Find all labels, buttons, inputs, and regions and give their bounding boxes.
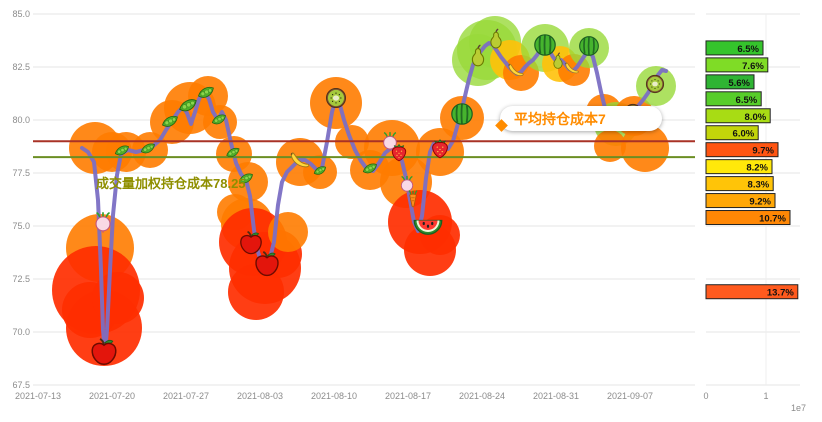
- distribution-bar-label: 8.2%: [746, 163, 768, 174]
- vwap-cost-label: 成交量加权持仓成本78.25: [96, 176, 246, 191]
- x-axis-date-label: 2021-09-07: [607, 391, 653, 401]
- distribution-bar-label: 9.7%: [752, 146, 774, 157]
- distribution-bar-label: 6.5%: [737, 44, 759, 55]
- y-axis-label: 77.5: [12, 168, 30, 178]
- distribution-bar-label: 13.7%: [767, 288, 794, 299]
- x-axis-date-label: 2021-08-24: [459, 391, 505, 401]
- distribution-bar-label: 7.6%: [742, 61, 764, 72]
- distribution-bar-label: 6.5%: [736, 95, 758, 106]
- distribution-bar: [705, 108, 771, 124]
- avg-cost-tooltip: 平均持仓成本7: [495, 106, 662, 132]
- x-axis-date-label: 2021-08-17: [385, 391, 431, 401]
- distribution-bar: [705, 40, 764, 56]
- x-axis-date-label: 2021-07-27: [163, 391, 209, 401]
- kiwi-icon: [645, 74, 665, 94]
- x-axis-date-label: 2021-07-20: [89, 391, 135, 401]
- distribution-bar: [705, 125, 759, 141]
- dist-axis-tick: 0: [703, 391, 708, 401]
- y-axis-label: 80.0: [12, 115, 30, 125]
- volume-bubble: [92, 272, 144, 324]
- distribution-bar: [705, 193, 776, 209]
- distribution-bar: [705, 74, 755, 90]
- y-axis-label: 67.5: [12, 380, 30, 390]
- distribution-bar-label: 8.0%: [745, 112, 767, 123]
- dist-axis-tick: 1: [763, 391, 768, 401]
- distribution-bar-label: 6.0%: [733, 129, 755, 140]
- distribution-bar: [705, 159, 773, 175]
- distribution-bar: [705, 57, 769, 73]
- y-axis-label: 70.0: [12, 327, 30, 337]
- volume-bubble: [621, 124, 669, 172]
- x-axis-date-label: 2021-08-10: [311, 391, 357, 401]
- y-axis-label: 82.5: [12, 62, 30, 72]
- price-line: [80, 41, 668, 354]
- y-axis-label: 75.0: [12, 221, 30, 231]
- watermelon-icon: [578, 35, 600, 57]
- y-axis-label: 72.5: [12, 274, 30, 284]
- distribution-bar-label: 8.3%: [748, 180, 770, 191]
- kiwi-icon: [326, 88, 346, 108]
- distribution-bar: [705, 91, 762, 107]
- avg-cost-label: 平均持仓成本7: [514, 110, 606, 127]
- distribution-bar: [705, 210, 791, 226]
- distribution-bar-label: 5.6%: [728, 78, 750, 89]
- distribution-bar-label: 10.7%: [759, 214, 786, 225]
- x-axis-date-label: 2021-08-31: [533, 391, 579, 401]
- volume-bubble: [594, 130, 626, 162]
- x-axis-date-label: 2021-07-13: [15, 391, 61, 401]
- distribution-bar-label: 9.2%: [749, 197, 771, 208]
- watermelon-icon: [533, 33, 557, 57]
- x-axis-date-label: 2021-08-03: [237, 391, 283, 401]
- distribution-bar: [705, 176, 774, 192]
- dist-axis-unit: 1e7: [791, 403, 806, 413]
- distribution-bar: [705, 142, 779, 158]
- volume-bubble: [228, 264, 284, 320]
- y-axis-label: 85.0: [12, 9, 30, 19]
- distribution-bar: [705, 284, 799, 300]
- watermelon-icon: [450, 102, 474, 126]
